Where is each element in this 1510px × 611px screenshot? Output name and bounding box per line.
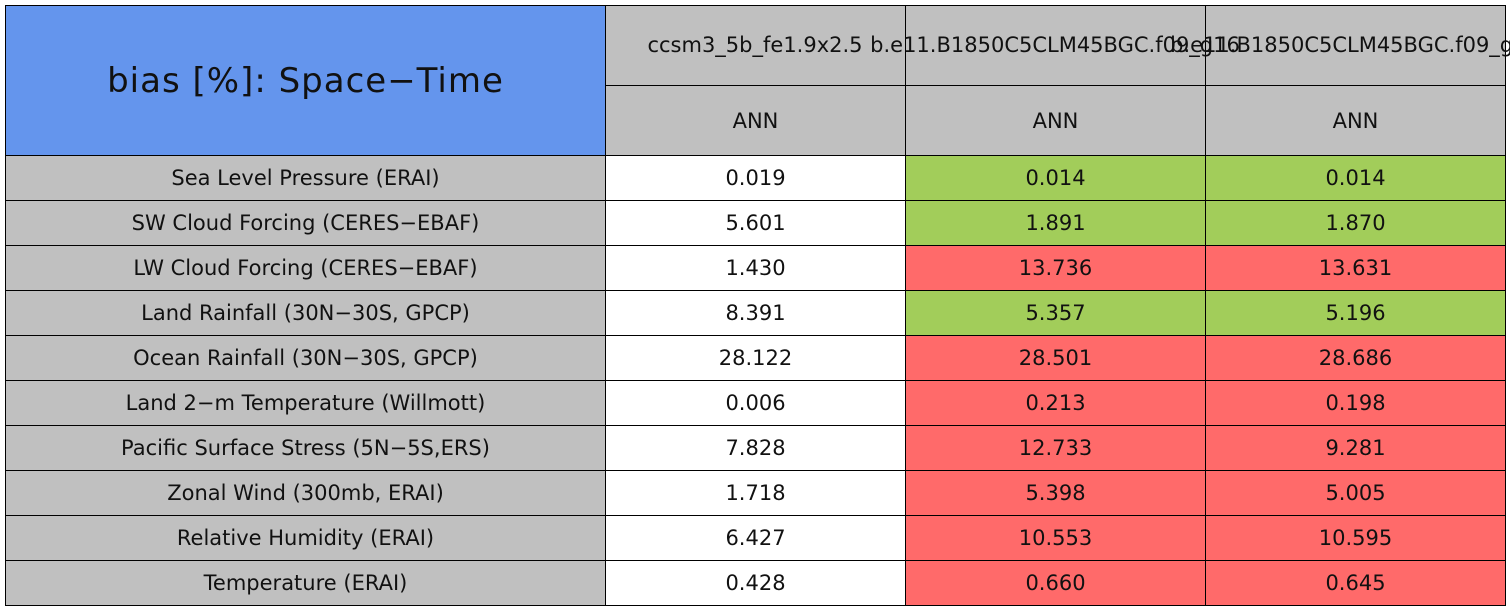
value-cell: 0.428 bbox=[605, 560, 906, 606]
value-cell: 5.601 bbox=[605, 200, 906, 246]
value-cell: 5.357 bbox=[905, 290, 1206, 336]
value-cell: 13.631 bbox=[1205, 245, 1506, 291]
value-cell: 28.122 bbox=[605, 335, 906, 381]
value-cell: 0.019 bbox=[605, 155, 906, 201]
value-cell: 0.198 bbox=[1205, 380, 1506, 426]
value-cell: 5.005 bbox=[1205, 470, 1506, 516]
value-cell: 0.014 bbox=[1205, 155, 1506, 201]
value-cell: 12.733 bbox=[905, 425, 1206, 471]
row-label: Sea Level Pressure (ERAI) bbox=[5, 155, 606, 201]
value-cell: 28.686 bbox=[1205, 335, 1506, 381]
column-header: b.e11.B1850C5CLM45BGC.f09_g16 bbox=[870, 33, 1240, 57]
row-label: Ocean Rainfall (30N−30S, GPCP) bbox=[5, 335, 606, 381]
value-cell: 7.828 bbox=[605, 425, 906, 471]
value-cell: 13.736 bbox=[905, 245, 1206, 291]
value-cell: 0.006 bbox=[605, 380, 906, 426]
row-label: Pacific Surface Stress (5N−5S,ERS) bbox=[5, 425, 606, 471]
value-cell: 8.391 bbox=[605, 290, 906, 336]
value-cell: 1.870 bbox=[1205, 200, 1506, 246]
value-cell: 6.427 bbox=[605, 515, 906, 561]
row-label: SW Cloud Forcing (CERES−EBAF) bbox=[5, 200, 606, 246]
row-label: LW Cloud Forcing (CERES−EBAF) bbox=[5, 245, 606, 291]
value-cell: 0.660 bbox=[905, 560, 1206, 606]
value-cell: 9.281 bbox=[1205, 425, 1506, 471]
value-cell: 0.213 bbox=[905, 380, 1206, 426]
season-cell: ANN bbox=[905, 85, 1206, 156]
season-cell: ANN bbox=[605, 85, 906, 156]
row-label: Land Rainfall (30N−30S, GPCP) bbox=[5, 290, 606, 336]
season-cell: ANN bbox=[1205, 85, 1506, 156]
value-cell: 0.014 bbox=[905, 155, 1206, 201]
value-cell: 1.430 bbox=[605, 245, 906, 291]
title-cell: bias [%]: Space−Time bbox=[5, 5, 606, 156]
value-cell: 1.718 bbox=[605, 470, 906, 516]
value-cell: 0.645 bbox=[1205, 560, 1506, 606]
value-cell: 5.196 bbox=[1205, 290, 1506, 336]
value-cell: 10.553 bbox=[905, 515, 1206, 561]
row-label: Temperature (ERAI) bbox=[5, 560, 606, 606]
column-header-cell bbox=[905, 5, 1206, 86]
value-cell: 28.501 bbox=[905, 335, 1206, 381]
value-cell: 10.595 bbox=[1205, 515, 1506, 561]
value-cell: 1.891 bbox=[905, 200, 1206, 246]
row-label: Relative Humidity (ERAI) bbox=[5, 515, 606, 561]
value-cell: 5.398 bbox=[905, 470, 1206, 516]
column-header: b.e11.B1850C5CLM45BGC.f09_g16 bbox=[1170, 33, 1510, 57]
column-header: ccsm3_5b_fe1.9x2.5 bbox=[647, 33, 863, 57]
row-label: Land 2−m Temperature (Willmott) bbox=[5, 380, 606, 426]
column-header-cell bbox=[605, 5, 906, 86]
row-label: Zonal Wind (300mb, ERAI) bbox=[5, 470, 606, 516]
